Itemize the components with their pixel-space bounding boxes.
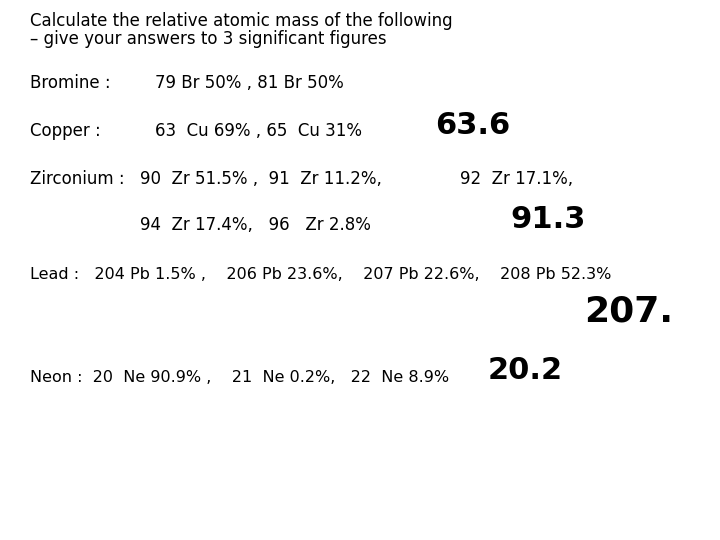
Text: Copper :: Copper : [30,122,101,140]
Text: 90  Zr 51.5% ,  91  Zr 11.2%,: 90 Zr 51.5% , 91 Zr 11.2%, [140,170,382,188]
Text: Calculate the relative atomic mass of the following: Calculate the relative atomic mass of th… [30,12,453,30]
Text: Lead :   204 Pb 1.5% ,    206 Pb 23.6%,    207 Pb 22.6%,    208 Pb 52.3%: Lead : 204 Pb 1.5% , 206 Pb 23.6%, 207 P… [30,267,611,282]
Text: 91.3: 91.3 [510,205,585,234]
Text: Zirconium :: Zirconium : [30,170,125,188]
Text: Bromine :: Bromine : [30,74,111,92]
Text: – give your answers to 3 significant figures: – give your answers to 3 significant fig… [30,30,387,48]
Text: 94  Zr 17.4%,   96   Zr 2.8%: 94 Zr 17.4%, 96 Zr 2.8% [140,216,371,234]
Text: 20.2: 20.2 [488,356,563,385]
Text: 63  Cu 69% , 65  Cu 31%: 63 Cu 69% , 65 Cu 31% [155,122,362,140]
Text: 63.6: 63.6 [435,111,510,140]
Text: 207.: 207. [584,294,673,328]
Text: Neon :  20  Ne 90.9% ,    21  Ne 0.2%,   22  Ne 8.9%: Neon : 20 Ne 90.9% , 21 Ne 0.2%, 22 Ne 8… [30,370,449,385]
Text: 79 Br 50% , 81 Br 50%: 79 Br 50% , 81 Br 50% [155,74,343,92]
Text: 92  Zr 17.1%,: 92 Zr 17.1%, [460,170,573,188]
